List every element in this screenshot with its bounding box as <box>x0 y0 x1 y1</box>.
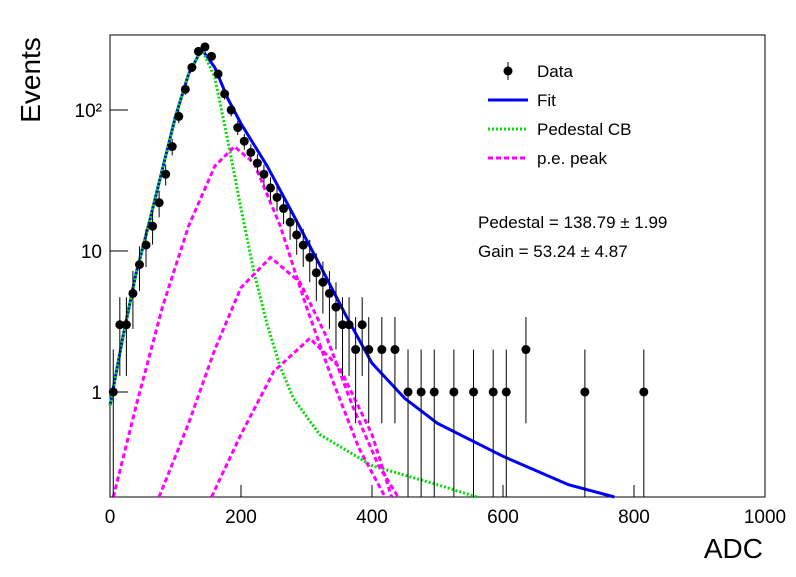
data-point <box>252 158 262 168</box>
data-point <box>279 204 289 214</box>
data-point <box>338 320 348 330</box>
fit-curve <box>111 144 400 498</box>
data-point <box>134 260 144 270</box>
data-point <box>364 345 374 355</box>
data-point <box>148 221 158 231</box>
y-tick-label: 10 <box>81 242 102 263</box>
frame <box>109 34 766 498</box>
data-point <box>639 387 649 397</box>
data-point <box>226 105 236 115</box>
data-point <box>311 268 321 278</box>
data-point <box>213 69 223 79</box>
legend-marker <box>503 66 513 76</box>
data-point <box>272 192 282 202</box>
data-point <box>324 288 334 298</box>
legend-label: p.e. peak <box>537 149 607 168</box>
data-point <box>488 387 498 397</box>
data-point <box>265 183 275 193</box>
data-point <box>331 302 341 312</box>
legend-label: Data <box>537 62 573 81</box>
data-point <box>259 169 269 179</box>
data-point <box>344 320 354 330</box>
x-tick-label: 600 <box>487 507 519 528</box>
data-point <box>521 345 531 355</box>
data-point <box>220 89 230 99</box>
data-point <box>121 320 131 330</box>
data-point <box>200 42 210 52</box>
x-axis-label: ADC <box>704 533 763 564</box>
annotation: Gain = 53.24 ± 4.87 <box>478 242 628 261</box>
data-point <box>292 230 302 240</box>
data-point <box>154 198 164 208</box>
data-point <box>193 46 203 56</box>
data-point <box>128 288 138 298</box>
data-point <box>416 387 426 397</box>
data-point <box>469 387 479 397</box>
x-tick-label: 1000 <box>744 507 786 528</box>
data-point <box>233 123 243 133</box>
data-point <box>285 217 295 227</box>
data-point <box>115 320 125 330</box>
x-tick-label: 0 <box>105 507 116 528</box>
fit-curve <box>108 45 478 499</box>
data-point <box>246 147 256 157</box>
data-point <box>357 320 367 330</box>
legend-label: Fit <box>537 91 556 110</box>
data-point <box>403 387 413 397</box>
x-tick-label: 400 <box>356 507 388 528</box>
data-point <box>501 387 511 397</box>
data-point <box>180 84 190 94</box>
data-point <box>390 345 400 355</box>
data-point <box>429 387 439 397</box>
data-point <box>141 240 151 250</box>
legend-label: Pedestal CB <box>537 120 632 139</box>
x-tick-label: 200 <box>225 507 257 528</box>
data-point <box>318 277 328 287</box>
data-point <box>377 345 387 355</box>
data-point <box>449 387 459 397</box>
data-point <box>167 142 177 152</box>
data-point <box>108 387 118 397</box>
y-tick-label: 10² <box>75 101 102 122</box>
data-point <box>305 252 315 262</box>
data-point <box>161 169 171 179</box>
data-point <box>351 345 361 355</box>
data-point <box>174 111 184 121</box>
annotation: Pedestal = 138.79 ± 1.99 <box>478 213 667 232</box>
data-point <box>187 62 197 72</box>
data-point <box>580 387 590 397</box>
data-point <box>298 240 308 250</box>
data-point <box>239 136 249 146</box>
y-axis-label: Events <box>15 37 46 123</box>
data-point <box>207 51 217 61</box>
y-tick-label: 1 <box>91 383 102 404</box>
x-tick-label: 800 <box>618 507 650 528</box>
